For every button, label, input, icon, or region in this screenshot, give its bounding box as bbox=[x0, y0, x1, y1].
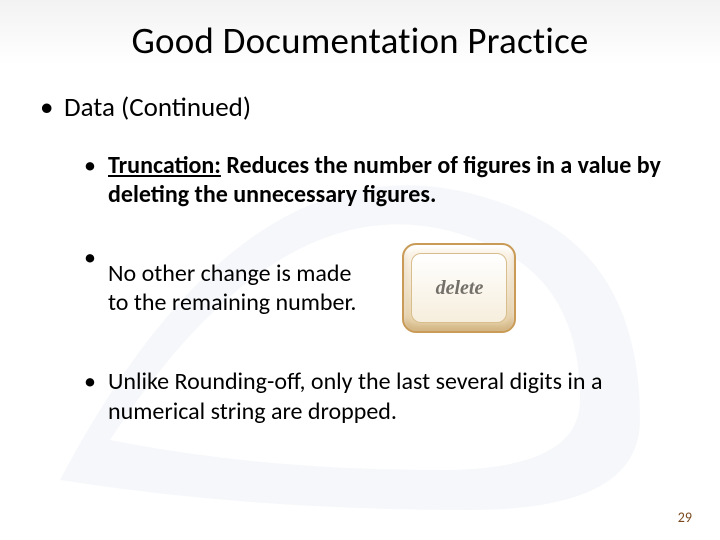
level1-text: Data (Continued) bbox=[64, 91, 251, 124]
bullet-unlike-rounding: Unlike Rounding-off, only the last sever… bbox=[84, 367, 682, 426]
unlike-rounding-text: Unlike Rounding-off, only the last sever… bbox=[108, 367, 602, 425]
truncation-label: Truncation: bbox=[108, 151, 221, 180]
row-with-key: No other change is made to the remaining… bbox=[108, 243, 682, 333]
slide-title: Good Documentation Practice bbox=[38, 18, 682, 63]
page-number: 29 bbox=[678, 509, 692, 526]
delete-key-label: delete bbox=[411, 253, 507, 323]
bullet-truncation: Truncation: Reduces the number of figure… bbox=[84, 151, 682, 210]
bullet-list-level1: Data (Continued) Truncation: Reduces the… bbox=[38, 91, 682, 426]
delete-key-icon: delete bbox=[402, 243, 516, 333]
level1-item: Data (Continued) Truncation: Reduces the… bbox=[38, 91, 682, 426]
slide-container: Good Documentation Practice Data (Contin… bbox=[0, 0, 720, 540]
no-change-text: No other change is made to the remaining… bbox=[108, 259, 356, 318]
bullet-list-level2: Truncation: Reduces the number of figure… bbox=[84, 151, 682, 426]
no-change-line2: to the remaining number. bbox=[108, 288, 356, 317]
bullet-no-other-change: No other change is made to the remaining… bbox=[84, 243, 682, 333]
no-change-line1: No other change is made bbox=[108, 259, 351, 288]
